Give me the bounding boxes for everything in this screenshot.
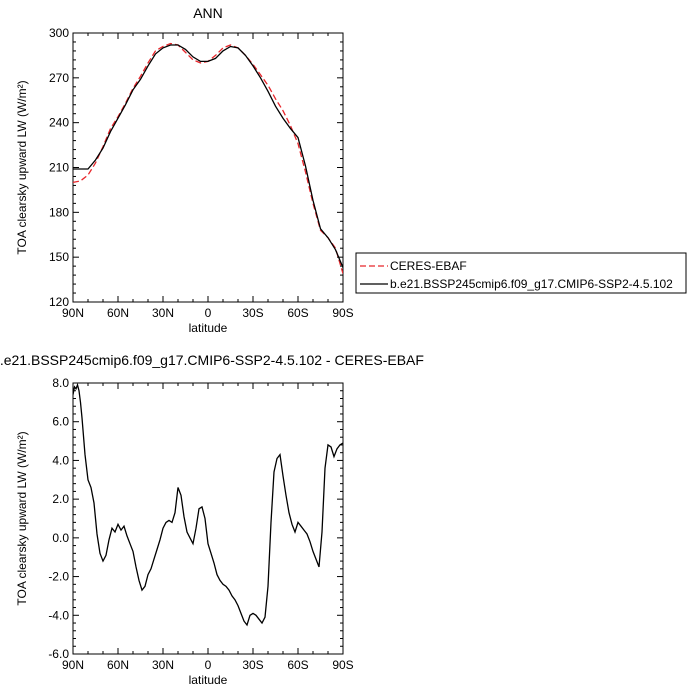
top-xtick-label: 30S xyxy=(242,306,263,320)
top-ytick-label: 180 xyxy=(49,205,69,219)
bottom-plot: -6.0 -4.0 -2.0 0.0 2.0 4.0 6.0 8.0 90N 60N 30N 0 30S… xyxy=(0,352,424,687)
top-ytick-label: 150 xyxy=(49,250,69,264)
bottom-ytick-label: 4.0 xyxy=(52,453,69,467)
top-xtick-label: 60S xyxy=(287,306,308,320)
top-chart-title: ANN xyxy=(193,5,223,21)
legend-box xyxy=(355,252,687,294)
bottom-xtick-label: 90S xyxy=(332,658,353,672)
top-xtick-label: 90S xyxy=(332,306,353,320)
top-xtick-label: 60N xyxy=(107,306,129,320)
bottom-ytick-label: 8.0 xyxy=(52,376,69,390)
bottom-ytick-label: -2.0 xyxy=(48,570,69,584)
bottom-x-axis-title: latitude xyxy=(189,673,228,687)
bottom-xtick-label: 60S xyxy=(287,658,308,672)
bottom-xtick-label: 30N xyxy=(152,658,174,672)
bottom-ytick-label: -6.0 xyxy=(48,647,69,661)
bottom-ytick-label: 0.0 xyxy=(52,531,69,545)
bottom-xtick-label: 90N xyxy=(62,658,84,672)
legend: CERES-EBAF b.e21.BSSP245cmip6.f09_g17.CMI… xyxy=(355,252,687,294)
top-series-line-1 xyxy=(73,44,343,268)
bottom-xtick-label: 60N xyxy=(107,658,129,672)
bottom-ytick-label: 2.0 xyxy=(52,492,69,506)
bottom-series-line-0 xyxy=(73,383,343,627)
top-xtick-label: 0 xyxy=(205,306,212,320)
top-y-axis-title: TOA clearsky upward LW (W/m²) xyxy=(15,80,29,254)
bottom-ytick-label: 6.0 xyxy=(52,415,69,429)
bottom-plot-frame xyxy=(72,382,344,655)
top-ytick-label: 240 xyxy=(49,116,69,130)
bottom-chart-title: b.e21.BSSP245cmip6.f09_g17.CMIP6-SSP2-4.… xyxy=(0,352,424,368)
top-ytick-label: 270 xyxy=(49,71,69,85)
bottom-y-axis-title: TOA clearsky upward LW (W/m²) xyxy=(15,431,29,605)
top-x-axis-title: latitude xyxy=(189,321,228,335)
bottom-xtick-label: 0 xyxy=(205,658,212,672)
top-series-line-0 xyxy=(73,42,343,274)
legend-label-0: CERES-EBAF xyxy=(390,259,467,273)
bottom-ytick-label: -4.0 xyxy=(48,608,69,622)
top-plot-frame xyxy=(72,32,344,303)
top-xtick-label: 90N xyxy=(62,306,84,320)
top-ytick-label: 120 xyxy=(49,295,69,309)
top-plot: 120 150 180 210 240 270 300 90N 60N 30N 0 30S 60S 90S… xyxy=(15,5,687,335)
top-ytick-label: 300 xyxy=(49,26,69,40)
top-ytick-label: 210 xyxy=(49,161,69,175)
top-xtick-label: 30N xyxy=(152,306,174,320)
legend-label-1: b.e21.BSSP245cmip6.f09_g17.CMIP6-SSP2-4.… xyxy=(390,277,673,291)
bottom-xtick-label: 30S xyxy=(242,658,263,672)
